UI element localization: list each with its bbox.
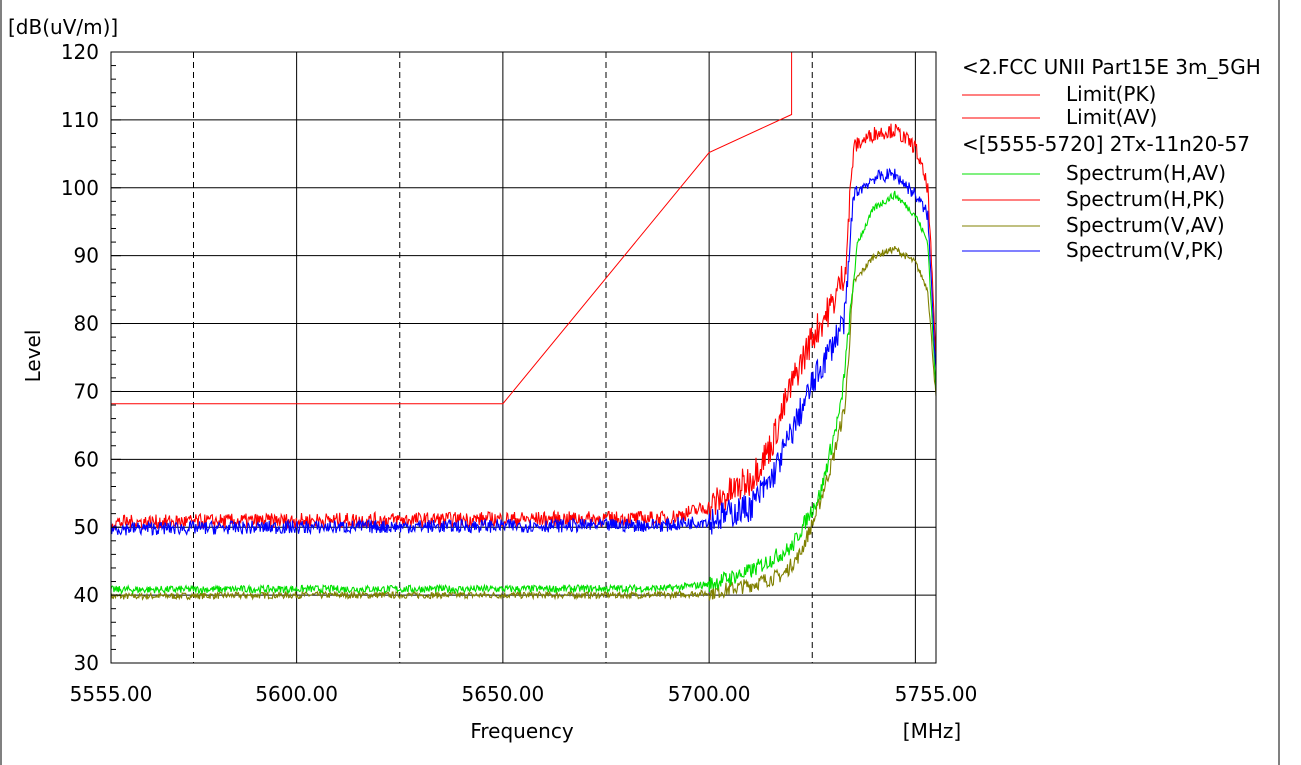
legend-label-spectrum-v-pk: Spectrum(V,PK) — [1066, 238, 1224, 262]
x-tick-label: 5650.00 — [462, 682, 545, 706]
y-tick-label: 80 — [74, 312, 99, 336]
legend-group2-title: <[5555-5720] 2Tx-11n20-57 — [962, 132, 1250, 156]
series-line-spectrum-v-pk — [110, 167, 937, 537]
x-axis-ticks: 5555.00 5600.00 5650.00 5700.00 5755.00 — [70, 682, 978, 706]
y-axis-ticks: 30 40 50 60 70 80 90 100 110 120 — [61, 40, 121, 675]
series-line-limit-pk — [111, 52, 793, 405]
y-tick-label: 30 — [74, 651, 99, 675]
x-tick-label: 5755.00 — [895, 682, 978, 706]
y-tick-label: 70 — [74, 379, 99, 403]
x-tick-label: 5700.00 — [668, 682, 751, 706]
legend: <2.FCC UNII Part15E 3m_5GH Limit(PK) Lim… — [962, 55, 1261, 262]
series-line-spectrum-h-av — [110, 190, 937, 596]
y-tick-label: 110 — [61, 108, 99, 132]
legend-label-limit-av: Limit(AV) — [1066, 105, 1157, 129]
plot-frame — [110, 51, 937, 664]
x-axis-label: Frequency — [470, 719, 573, 743]
series-line-spectrum-h-pk — [110, 123, 937, 531]
series-line-spectrum-v-av — [110, 245, 937, 601]
legend-label-spectrum-v-av: Spectrum(V,AV) — [1066, 213, 1225, 237]
y-tick-label: 40 — [74, 583, 99, 607]
legend-label-spectrum-h-av: Spectrum(H,AV) — [1066, 161, 1226, 185]
x-tick-label: 5555.00 — [70, 682, 153, 706]
y-unit-label: [dB(uV/m)] — [8, 15, 118, 39]
legend-label-spectrum-h-pk: Spectrum(H,PK) — [1066, 187, 1225, 211]
x-tick-label: 5600.00 — [255, 682, 338, 706]
legend-group1-title: <2.FCC UNII Part15E 3m_5GH — [962, 55, 1261, 79]
x-unit-label: [MHz] — [903, 719, 961, 743]
legend-label-limit-pk: Limit(PK) — [1066, 82, 1156, 106]
series-layer — [110, 52, 937, 601]
y-tick-label: 90 — [74, 244, 99, 268]
y-tick-label: 120 — [61, 40, 99, 64]
y-tick-label: 60 — [74, 447, 99, 471]
y-axis-label: Level — [21, 330, 45, 383]
y-tick-label: 100 — [61, 176, 99, 200]
y-tick-label: 50 — [74, 515, 99, 539]
